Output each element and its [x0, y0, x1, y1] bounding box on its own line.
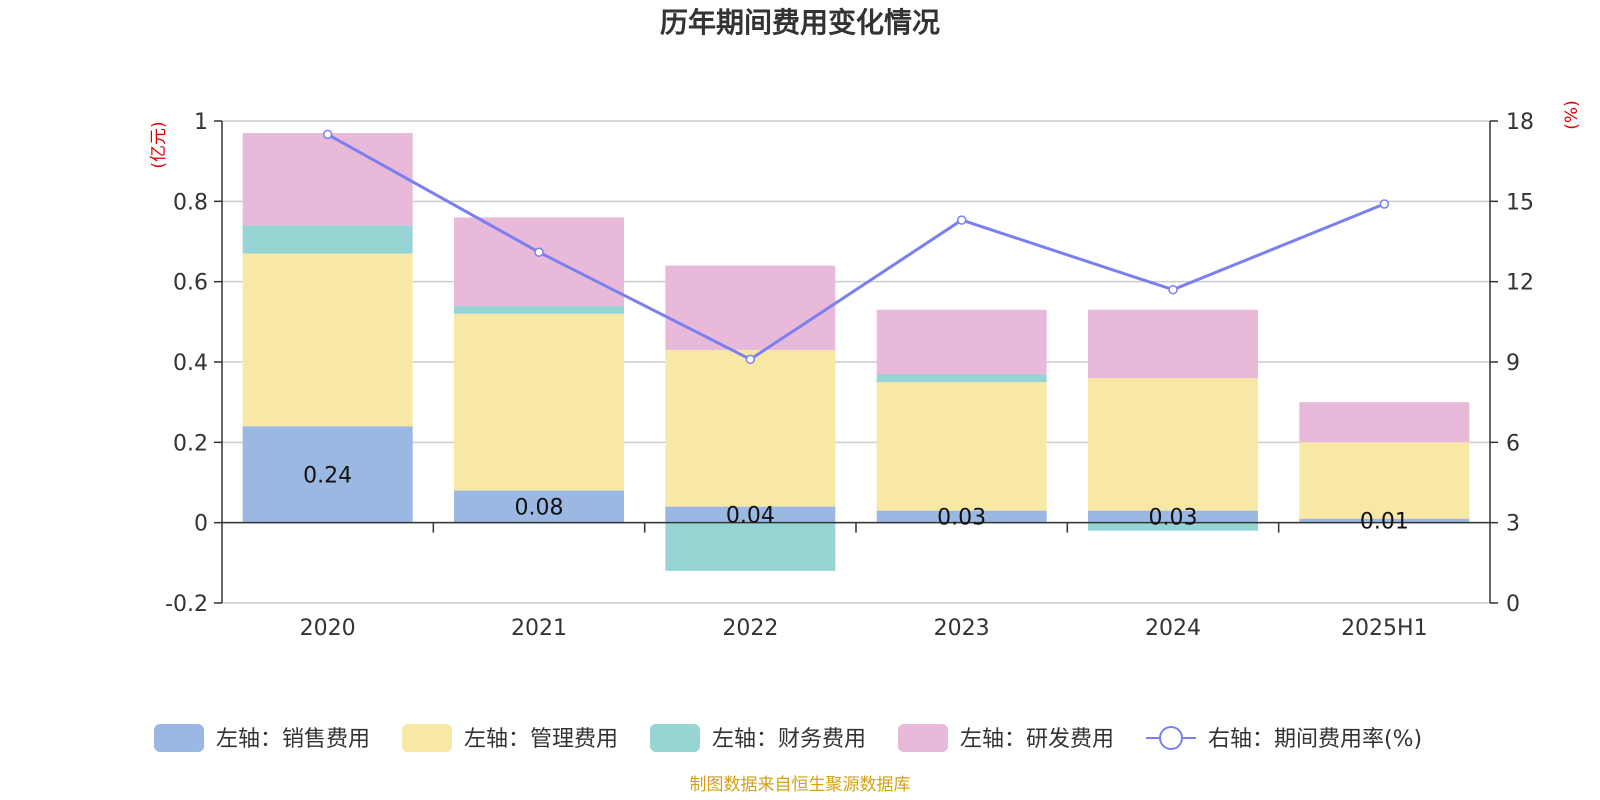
rate-point: [1379, 199, 1390, 209]
y-right-tick-label: 0: [1506, 592, 1520, 617]
x-tick-label: 2023: [934, 616, 990, 641]
y-right-tick-label: 9: [1506, 351, 1520, 376]
rate-line-path: [326, 133, 1385, 362]
y-left-unit: (亿元): [149, 121, 169, 168]
data-label: 0.04: [726, 504, 775, 529]
y-right-tick-label: 3: [1506, 512, 1520, 537]
bar-segment: [1299, 442, 1470, 519]
bar-segment: [876, 374, 1047, 383]
y-right-tick-label: 18: [1506, 110, 1534, 135]
bar-segment: [665, 506, 836, 523]
rate-point: [322, 129, 333, 140]
bar-segment: [242, 133, 413, 226]
bar-segment: [454, 217, 624, 306]
bar-segment: [876, 510, 1047, 523]
legend-label: 左轴：销售费用: [216, 727, 370, 752]
bar-segment: [242, 225, 413, 254]
y-left-tick-label: 0.8: [173, 190, 208, 215]
y-left-tick-label: 0.2: [173, 431, 208, 456]
y-left-tick-label: 0.4: [173, 351, 208, 376]
rate-line: [322, 129, 1390, 365]
data-source-note: 制图数据来自恒生聚源数据库: [690, 775, 911, 795]
data-label: 0.03: [937, 506, 986, 531]
rate-point: [534, 247, 544, 257]
data-labels: 0.24 0.08 0.04 0.03 0.03 0.01: [303, 463, 1409, 534]
bar-segment: [242, 253, 413, 427]
legend-swatch: [402, 724, 452, 752]
data-label: 0.01: [1360, 510, 1409, 535]
x-tick-label: 2020: [300, 616, 356, 641]
y-right-tick-label: 6: [1506, 431, 1520, 456]
data-label: 0.08: [515, 496, 564, 521]
legend-swatch: [650, 724, 700, 752]
bar-segment: [454, 305, 624, 314]
bar-segment: [665, 349, 836, 507]
legend-label: 左轴：研发费用: [960, 727, 1114, 752]
y-left-tick-label: 0.6: [173, 271, 208, 296]
bar-segment: [454, 490, 624, 523]
legend-label: 左轴：管理费用: [464, 727, 618, 752]
y-left-tick-label: 0: [194, 512, 208, 537]
data-label: 0.24: [303, 463, 352, 488]
bars: [242, 133, 1470, 571]
bar-segment: [665, 265, 836, 350]
legend: 左轴：销售费用 左轴：管理费用 左轴：财务费用 左轴：研发费用 右轴：期间费用率(%): [154, 724, 1422, 752]
bar-segment: [1088, 378, 1258, 511]
bar-segment: [876, 309, 1047, 375]
rate-point: [956, 215, 967, 225]
chart-title: 历年期间费用变化情况: [660, 6, 940, 39]
axes: -0.2 0 0.2 0.4 0.6 0.8 1 0 3 6 9 12 15 18 (亿元) (%) 2020 2…: [149, 100, 1582, 641]
bar-segment: [1088, 309, 1258, 379]
data-label: 0.03: [1149, 506, 1198, 531]
legend-swatch: [898, 724, 948, 752]
bar-segment: [1299, 518, 1470, 523]
x-tick-label: 2021: [511, 616, 567, 641]
bar-segment: [242, 426, 413, 523]
rate-point: [745, 354, 756, 365]
y-left-tick-label: 1: [194, 110, 208, 135]
y-right-tick-label: 15: [1506, 190, 1534, 215]
legend-swatch: [154, 724, 204, 752]
y-right-tick-label: 12: [1506, 271, 1534, 296]
y-right-unit: (%): [1562, 100, 1582, 129]
x-tick-label: 2022: [722, 616, 778, 641]
bar-segment: [1299, 402, 1470, 443]
bar-segment: [1088, 510, 1258, 523]
bar-segment: [876, 382, 1047, 511]
x-tick-label: 2025H1: [1341, 616, 1428, 641]
x-tick-label: 2024: [1145, 616, 1201, 641]
rate-point: [1168, 284, 1178, 295]
legend-label: 左轴：财务费用: [712, 727, 866, 752]
bar-segment: [665, 522, 836, 571]
bar-segment: [454, 313, 624, 491]
bar-segment: [1088, 522, 1258, 531]
legend-label: 右轴：期间费用率(%): [1208, 727, 1422, 752]
legend-swatch-marker: [1159, 726, 1183, 750]
y-left-tick-label: -0.2: [165, 592, 208, 617]
